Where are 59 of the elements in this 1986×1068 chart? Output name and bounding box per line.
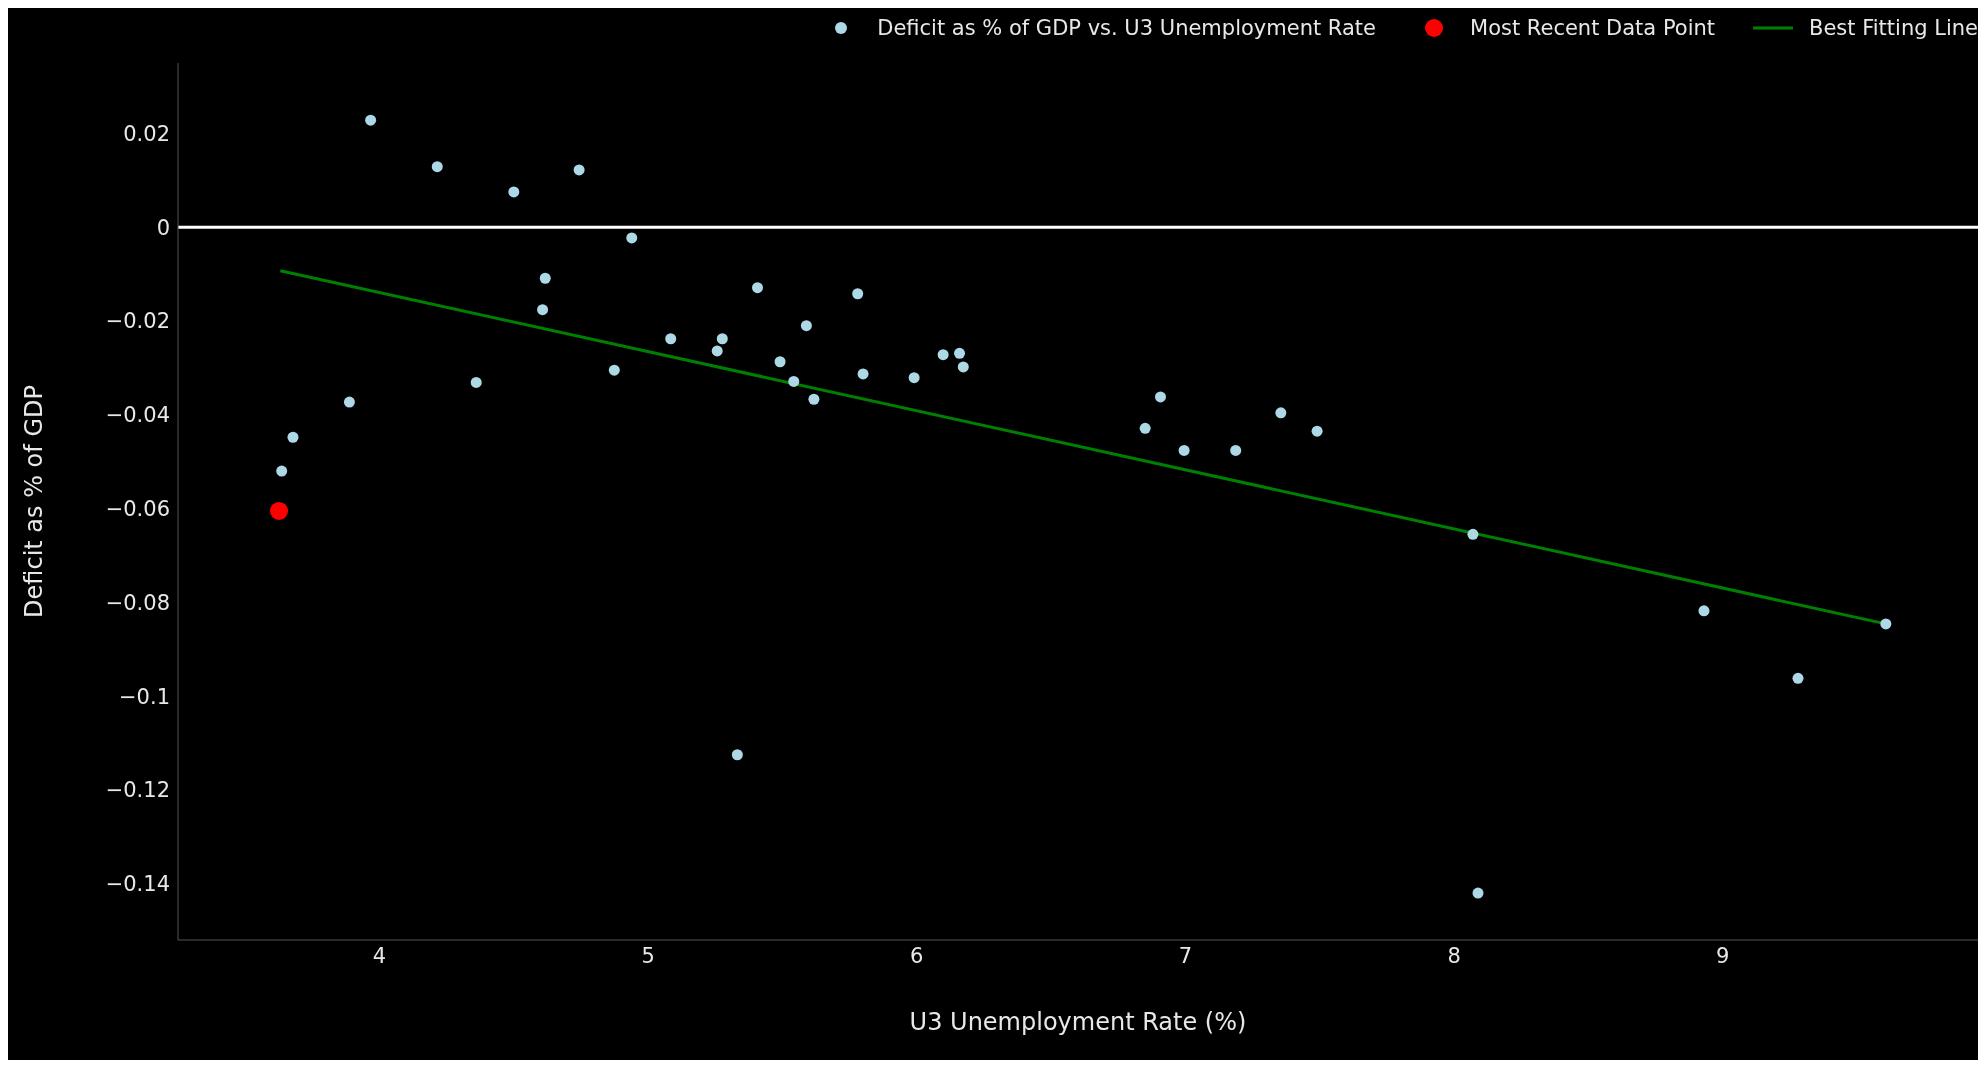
point: [470, 376, 482, 388]
point: [1467, 528, 1479, 540]
y-tick-label: −0.1: [119, 684, 170, 709]
point: [431, 161, 443, 173]
point: [852, 288, 864, 300]
point: [1472, 887, 1484, 899]
x-tick-label: 5: [641, 943, 655, 968]
point: [665, 333, 677, 345]
point: [1698, 605, 1710, 617]
point: [508, 186, 520, 198]
point: [1311, 425, 1323, 437]
y-tick-label: −0.04: [105, 403, 170, 428]
point: [287, 431, 299, 443]
point: [626, 232, 638, 244]
point: [365, 114, 377, 126]
point: [1275, 407, 1287, 419]
y-tick-label: −0.08: [105, 590, 170, 615]
point: [1230, 444, 1242, 456]
point: [774, 356, 786, 368]
point: [808, 393, 820, 405]
point: [1178, 444, 1190, 456]
point: [751, 282, 763, 294]
point: [788, 375, 800, 387]
y-tick-label: −0.06: [105, 496, 170, 521]
x-tick-label: 6: [910, 943, 924, 968]
point: [716, 333, 728, 345]
point: [800, 320, 812, 332]
point: [270, 501, 289, 520]
y-tick-label: −0.12: [105, 778, 170, 803]
y-tick-label: −0.14: [105, 872, 170, 897]
point: [731, 749, 743, 761]
legend-label: Most Recent Data Point: [1470, 16, 1716, 40]
point: [857, 368, 869, 380]
x-tick-label: 7: [1178, 943, 1193, 968]
legend-label: Deficit as % of GDP vs. U3 Unemployment Rate: [877, 16, 1377, 40]
x-axis-title: U3 Unemployment Rate (%): [909, 1008, 1247, 1036]
y-tick-label: 0.02: [123, 121, 170, 146]
point: [608, 364, 620, 376]
point: [957, 361, 969, 373]
point: [711, 345, 723, 357]
y-tick-label: 0: [156, 215, 170, 240]
point: [539, 272, 551, 284]
point: [937, 349, 949, 361]
point: [276, 465, 288, 477]
point: [1792, 672, 1804, 684]
x-tick-label: 9: [1716, 943, 1730, 968]
y-tick-label: −0.02: [105, 309, 170, 334]
point: [954, 347, 966, 359]
x-tick-label: 8: [1447, 943, 1461, 968]
y-axis-title: Deficit as % of GDP: [19, 385, 48, 618]
point: [1139, 422, 1151, 434]
point: [1880, 618, 1892, 630]
point: [537, 304, 549, 316]
legend-label: Best Fitting Line: [1809, 16, 1978, 40]
point: [1154, 391, 1166, 403]
point: [573, 164, 585, 176]
x-tick-label: 4: [372, 943, 387, 968]
point: [908, 372, 920, 384]
point: [343, 396, 355, 408]
